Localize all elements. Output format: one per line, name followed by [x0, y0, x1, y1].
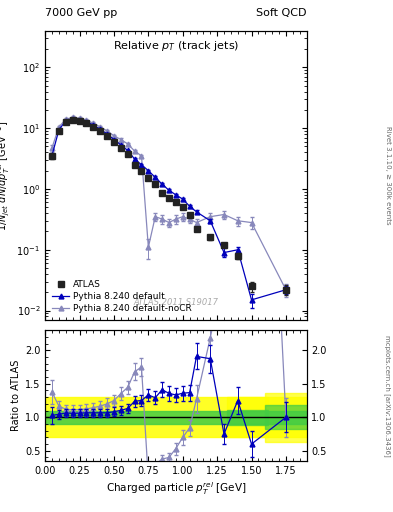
Bar [265, 405, 316, 430]
Y-axis label: $1/N_{jet}$ $dN/dp_T^{rel}$ [GeV$^{-1}$]: $1/N_{jet}$ $dN/dp_T^{rel}$ [GeV$^{-1}$] [0, 120, 12, 230]
Text: Relative $p_T$ (track jets): Relative $p_T$ (track jets) [113, 39, 239, 53]
Text: ATLAS 2011 S19017: ATLAS 2011 S19017 [133, 298, 219, 307]
Bar [227, 410, 268, 425]
Legend: ATLAS, Pythia 8.240 default, Pythia 8.240 default-noCR: ATLAS, Pythia 8.240 default, Pythia 8.24… [50, 278, 195, 315]
Bar [45, 411, 307, 424]
Text: mcplots.cern.ch [arXiv:1306.3436]: mcplots.cern.ch [arXiv:1306.3436] [384, 335, 391, 456]
Text: Soft QCD: Soft QCD [256, 8, 307, 18]
Text: Rivet 3.1.10, ≥ 300k events: Rivet 3.1.10, ≥ 300k events [385, 126, 391, 225]
Bar [265, 393, 316, 442]
Bar [227, 397, 268, 437]
Text: 7000 GeV pp: 7000 GeV pp [45, 8, 118, 18]
Bar [45, 397, 307, 437]
Y-axis label: Ratio to ATLAS: Ratio to ATLAS [11, 360, 21, 431]
X-axis label: Charged particle $p_T^{rel}$ [GeV]: Charged particle $p_T^{rel}$ [GeV] [106, 480, 246, 497]
